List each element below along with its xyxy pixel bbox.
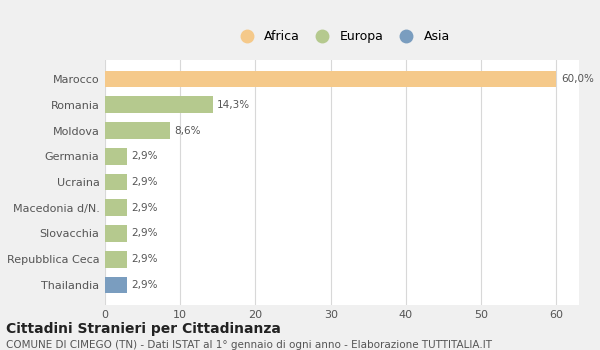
Legend: Africa, Europa, Asia: Africa, Europa, Asia xyxy=(229,25,455,48)
Text: 60,0%: 60,0% xyxy=(561,74,594,84)
Text: 14,3%: 14,3% xyxy=(217,100,250,110)
Text: 2,9%: 2,9% xyxy=(131,177,158,187)
Text: Cittadini Stranieri per Cittadinanza: Cittadini Stranieri per Cittadinanza xyxy=(6,322,281,336)
Text: 2,9%: 2,9% xyxy=(131,203,158,213)
Text: 2,9%: 2,9% xyxy=(131,280,158,290)
Text: 2,9%: 2,9% xyxy=(131,254,158,264)
Bar xyxy=(105,251,127,268)
Bar xyxy=(105,225,127,242)
Bar xyxy=(105,199,127,216)
Bar xyxy=(105,122,170,139)
Bar xyxy=(105,174,127,190)
Text: 8,6%: 8,6% xyxy=(174,126,201,135)
Text: 2,9%: 2,9% xyxy=(131,151,158,161)
Bar xyxy=(105,148,127,164)
Text: 2,9%: 2,9% xyxy=(131,229,158,238)
Bar xyxy=(105,276,127,293)
Text: COMUNE DI CIMEGO (TN) - Dati ISTAT al 1° gennaio di ogni anno - Elaborazione TUT: COMUNE DI CIMEGO (TN) - Dati ISTAT al 1°… xyxy=(6,340,492,350)
Bar xyxy=(105,71,556,88)
Bar xyxy=(105,96,212,113)
